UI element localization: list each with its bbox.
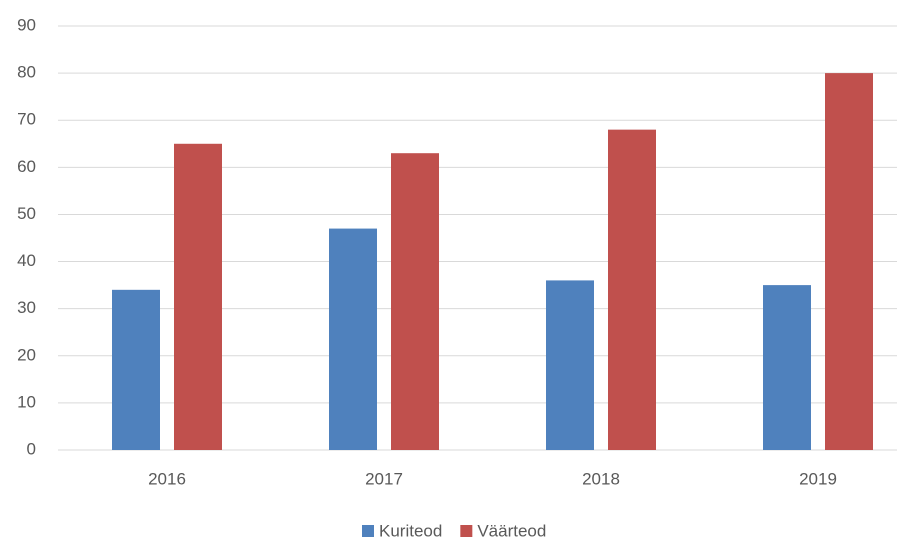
bar — [112, 289, 160, 450]
y-tick-label: 30 — [17, 298, 36, 317]
legend-swatch — [362, 525, 374, 537]
y-tick-label: 70 — [17, 110, 36, 129]
bar — [546, 280, 594, 450]
bar — [763, 285, 811, 450]
y-tick-label: 20 — [17, 345, 36, 364]
bar — [608, 129, 656, 450]
y-tick-label: 40 — [17, 251, 36, 270]
bar — [329, 228, 377, 450]
bar — [825, 73, 873, 450]
x-tick-label: 2018 — [582, 469, 620, 488]
legend-swatch — [460, 525, 473, 537]
y-tick-label: 0 — [27, 439, 36, 458]
bar — [174, 143, 222, 450]
bar — [391, 153, 439, 450]
legend-label: Väärteod — [477, 521, 546, 540]
x-tick-label: 2016 — [148, 469, 186, 488]
y-tick-label: 10 — [17, 392, 36, 411]
legend-label: Kuriteod — [379, 521, 442, 540]
y-tick-label: 50 — [17, 204, 36, 223]
y-tick-label: 60 — [17, 157, 36, 176]
x-tick-label: 2019 — [799, 469, 837, 488]
y-tick-label: 80 — [17, 63, 36, 82]
y-tick-label: 90 — [17, 15, 36, 34]
x-tick-label: 2017 — [365, 469, 403, 488]
